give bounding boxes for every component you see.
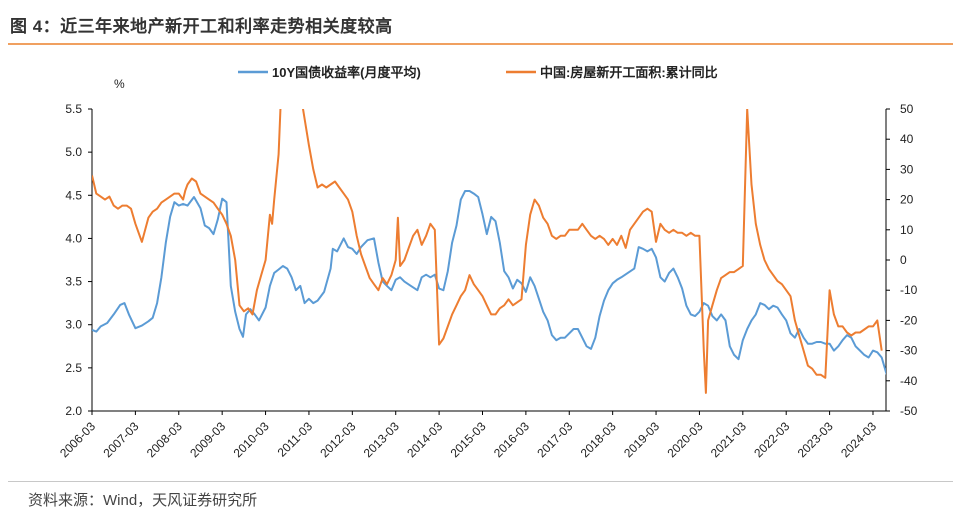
right-tick-label: -40	[900, 374, 918, 388]
left-tick-label: 4.0	[65, 231, 82, 245]
x-tick-label: 2014-03	[404, 419, 445, 460]
x-tick-label: 2023-03	[795, 419, 836, 460]
left-tick-label: 2.0	[65, 404, 82, 418]
x-tick-label: 2007-03	[100, 419, 141, 460]
right-tick-label: 20	[900, 193, 914, 207]
footer-rule	[8, 481, 953, 482]
x-tick-label: 2012-03	[317, 419, 358, 460]
right-tick-label: -20	[900, 313, 918, 327]
left-tick-label: 4.5	[65, 188, 82, 202]
x-tick-label: 2024-03	[838, 419, 879, 460]
x-tick-label: 2015-03	[448, 419, 489, 460]
x-tick-label: 2013-03	[361, 419, 402, 460]
left-tick-label: 3.0	[65, 318, 82, 332]
x-tick-label: 2021-03	[708, 419, 749, 460]
header-rule	[8, 43, 953, 45]
right-tick-label: 50	[900, 102, 914, 116]
legend-label-housing-starts: 中国:房屋新开工面积:累计同比	[540, 65, 718, 80]
x-tick-label: 2020-03	[665, 419, 706, 460]
housing-starts-line	[92, 109, 883, 394]
left-tick-label: 5.5	[65, 102, 82, 116]
bond-yield-line	[92, 190, 886, 376]
left-axis-unit: %	[114, 77, 125, 91]
source-note: 资料来源：Wind，天风证券研究所	[28, 492, 258, 509]
chart: % 5.5 5.0 4.5 4.0 3.5 3.0 2.5 2.0 50 40 30 20 10 0 -10 -…	[57, 65, 918, 460]
left-tick-label: 2.5	[65, 361, 82, 375]
x-tick-label: 2011-03	[275, 419, 316, 460]
x-tick-label: 2022-03	[751, 419, 792, 460]
right-tick-label: 30	[900, 162, 914, 176]
left-tick-label: 3.5	[65, 275, 82, 289]
right-tick-label: -50	[900, 404, 918, 418]
right-tick-label: 0	[900, 253, 907, 267]
chart-title: 图 4：近三年来地产新开工和利率走势相关度较高	[10, 17, 393, 36]
right-tick-label: -30	[900, 344, 918, 358]
x-tick-label: 2018-03	[578, 419, 619, 460]
legend-label-bond-yield: 10Y国债收益率(月度平均)	[272, 65, 421, 80]
right-tick-label: 40	[900, 132, 914, 146]
x-tick-label: 2006-03	[57, 419, 98, 460]
x-tick-label: 2010-03	[231, 419, 272, 460]
x-tick-label: 2016-03	[491, 419, 532, 460]
x-tick-label: 2009-03	[187, 419, 228, 460]
x-tick-label: 2008-03	[144, 419, 185, 460]
left-tick-label: 5.0	[65, 145, 82, 159]
x-tick-label: 2017-03	[534, 419, 575, 460]
right-tick-label: -10	[900, 283, 918, 297]
right-tick-label: 10	[900, 223, 914, 237]
x-tick-label: 2019-03	[621, 419, 662, 460]
